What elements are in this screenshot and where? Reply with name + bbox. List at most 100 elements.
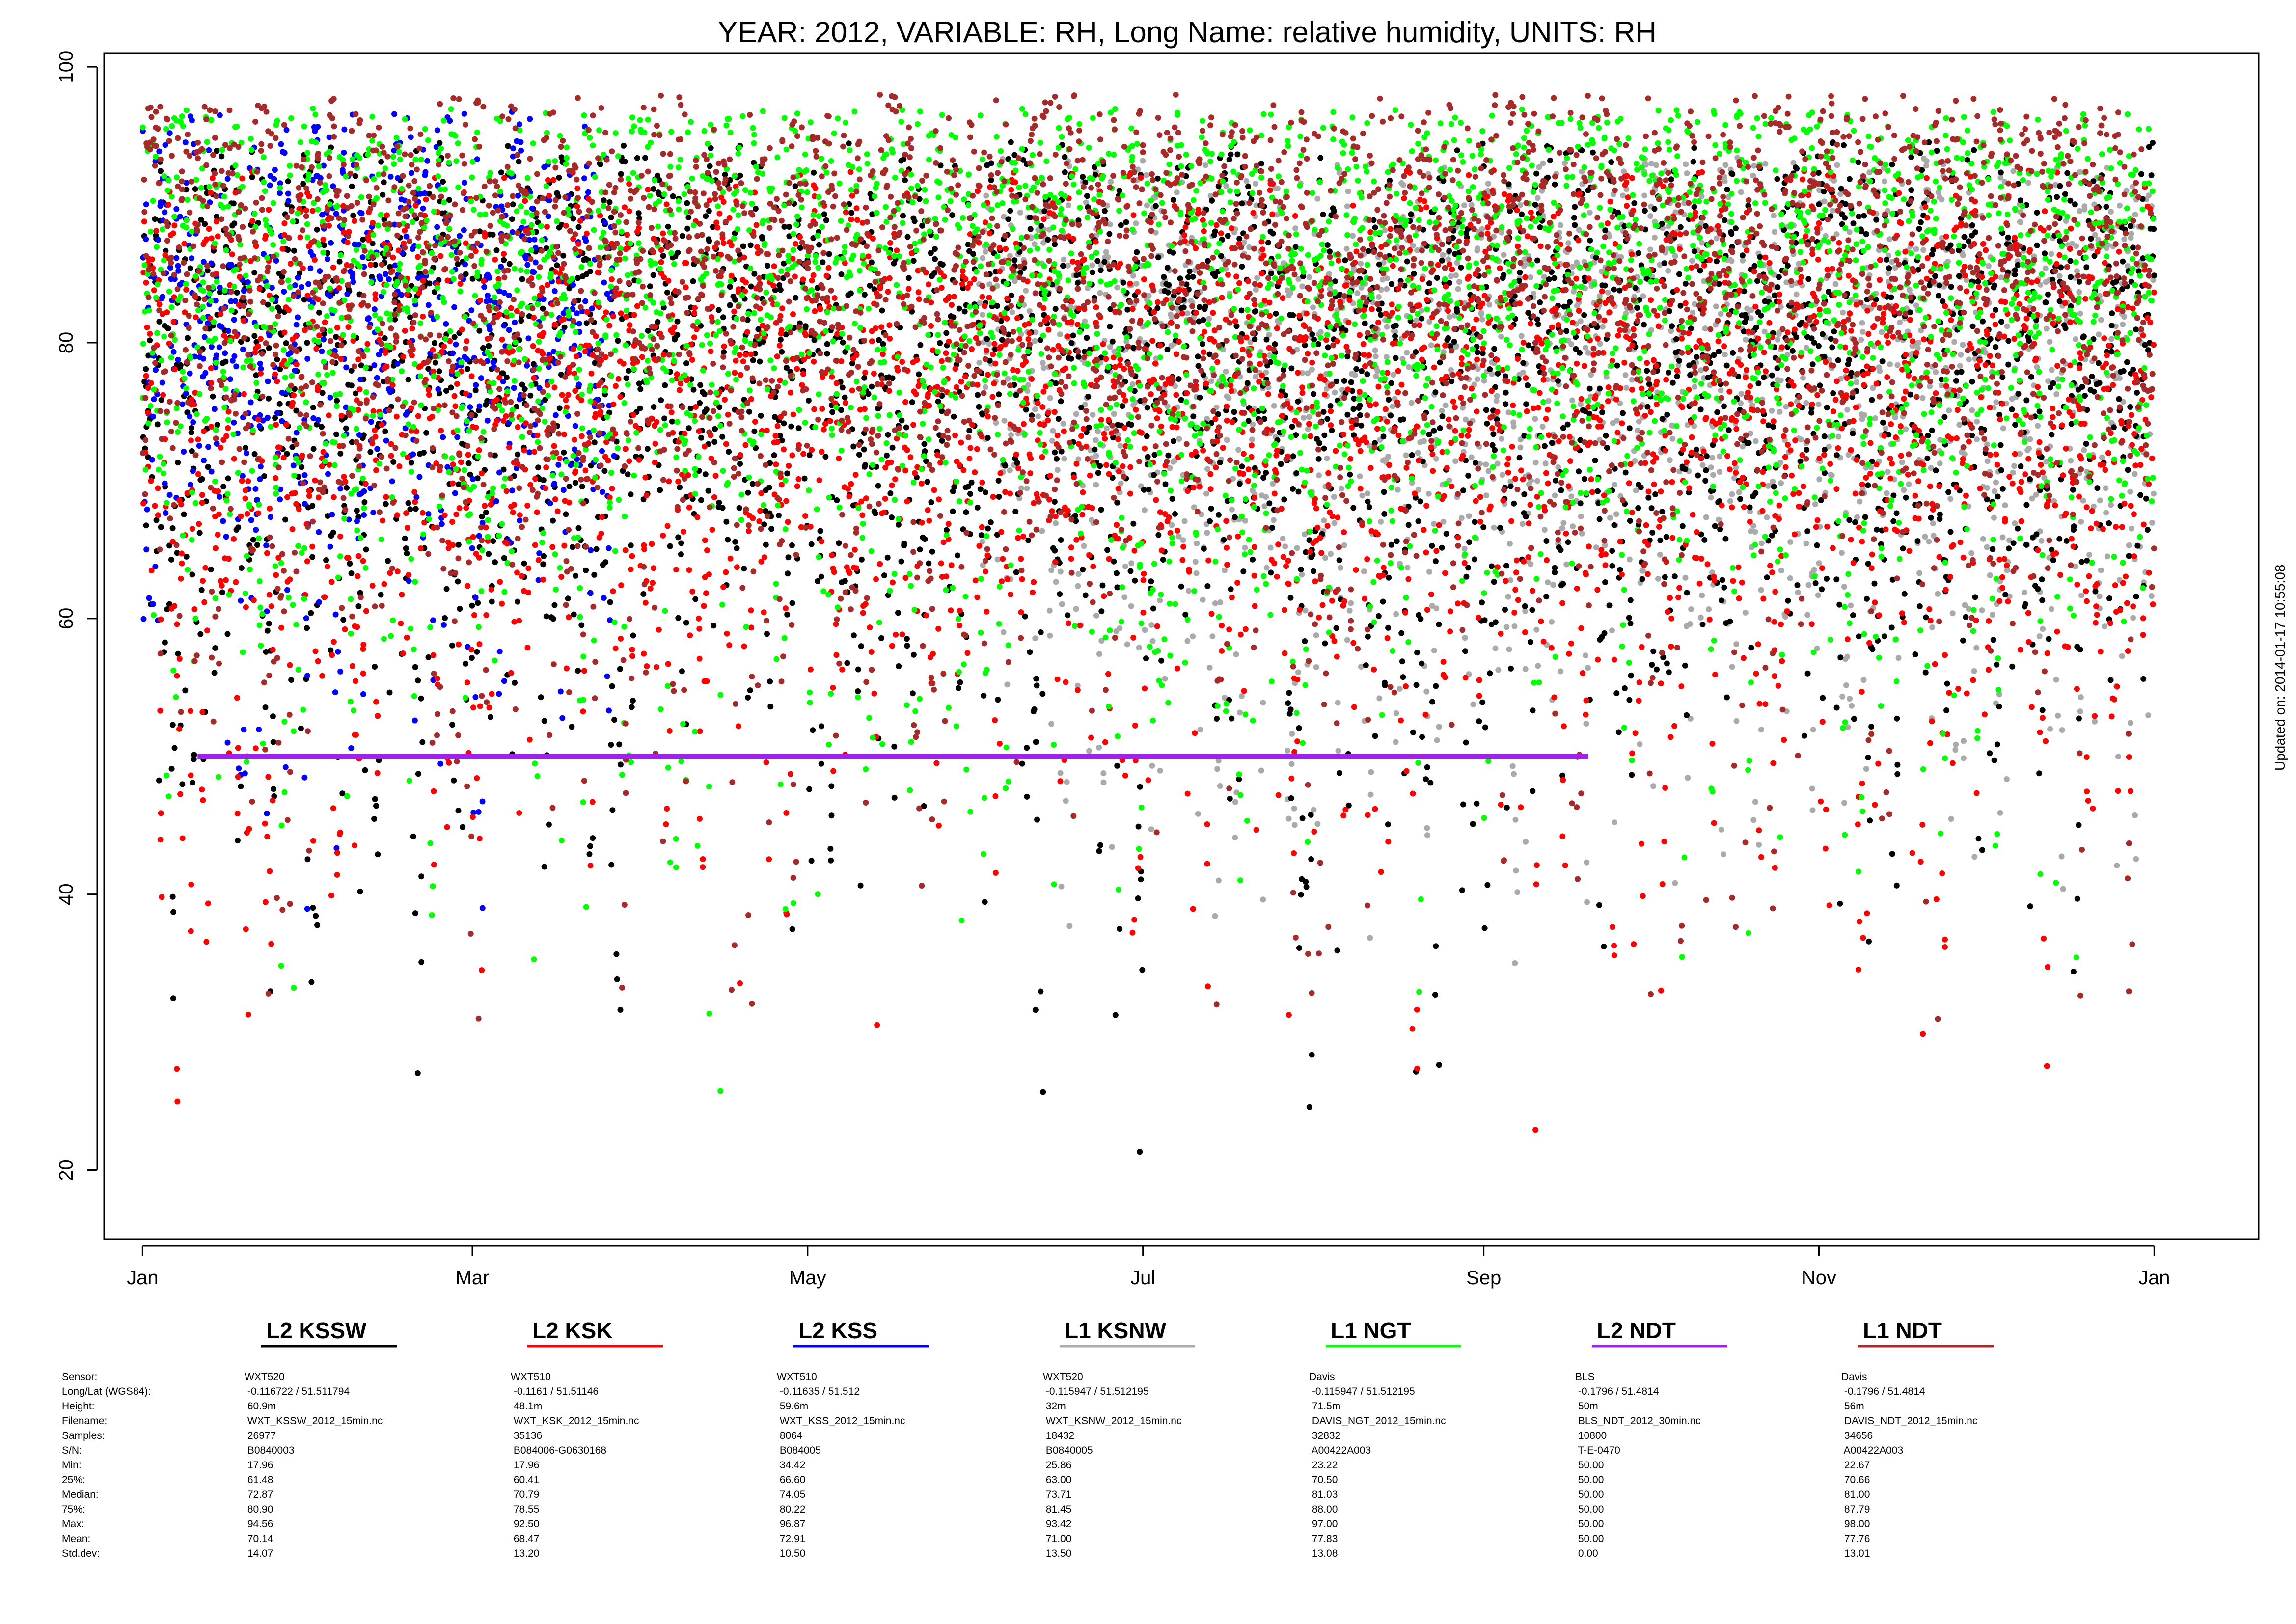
data-point — [349, 439, 355, 445]
data-point — [1535, 321, 1541, 327]
data-point — [1626, 556, 1633, 563]
data-point — [880, 341, 886, 347]
data-point — [1440, 252, 1446, 258]
data-point — [1039, 691, 1046, 697]
data-point — [2104, 245, 2110, 251]
data-point — [891, 260, 897, 267]
data-point — [2115, 754, 2121, 760]
data-point — [1762, 298, 1768, 304]
data-point — [1702, 325, 1708, 332]
data-point — [1098, 638, 1105, 644]
data-point — [1771, 229, 1777, 235]
data-point — [1607, 514, 1613, 521]
data-point — [1380, 598, 1386, 605]
data-point — [818, 760, 824, 767]
data-point — [449, 722, 456, 728]
data-point — [1969, 379, 1975, 385]
data-point — [1990, 546, 1996, 552]
data-point — [1040, 240, 1046, 246]
data-point — [1296, 945, 1302, 951]
data-point — [820, 259, 826, 266]
data-point — [904, 643, 910, 649]
data-point — [1306, 274, 1312, 280]
data-point — [1152, 203, 1159, 209]
data-point — [1555, 464, 1561, 470]
data-point — [1080, 174, 1086, 180]
data-point — [463, 660, 469, 667]
data-point — [684, 225, 691, 232]
data-point — [976, 359, 983, 366]
data-point — [276, 308, 283, 314]
data-point — [1657, 262, 1663, 268]
data-point — [265, 301, 271, 308]
data-point — [238, 783, 244, 789]
data-point — [1971, 854, 1978, 860]
data-point — [1225, 233, 1231, 239]
data-point — [1833, 452, 1840, 459]
data-point — [1008, 139, 1014, 145]
data-point — [1378, 518, 1384, 525]
data-point — [234, 838, 241, 844]
data-point — [1300, 414, 1307, 421]
data-point — [251, 333, 258, 339]
data-point — [515, 451, 521, 458]
data-point — [1443, 531, 1449, 537]
data-point — [616, 741, 623, 748]
data-point — [1560, 520, 1567, 526]
data-point — [2092, 718, 2098, 725]
data-point — [956, 305, 962, 312]
data-point — [1960, 252, 1966, 259]
data-point — [857, 882, 864, 889]
data-point — [1577, 401, 1584, 407]
data-point — [1685, 775, 1691, 781]
data-point — [757, 358, 763, 365]
data-point — [1054, 467, 1061, 473]
data-point — [966, 428, 973, 434]
data-point — [2074, 268, 2080, 274]
data-point — [705, 487, 711, 494]
data-point — [1903, 426, 1909, 433]
data-point — [1969, 222, 1975, 228]
data-point — [1385, 454, 1392, 460]
data-point — [1031, 241, 1038, 247]
data-point — [1740, 257, 1746, 264]
data-point — [828, 857, 834, 864]
data-point — [325, 513, 331, 519]
data-point — [1749, 402, 1755, 408]
data-point — [426, 280, 433, 287]
data-point — [1052, 449, 1058, 456]
data-point — [1683, 161, 1689, 167]
data-point — [2127, 720, 2133, 726]
data-point — [1733, 641, 1740, 647]
data-point — [1324, 416, 1331, 422]
data-point — [1697, 406, 1704, 413]
data-point — [1081, 543, 1087, 549]
data-point — [1979, 847, 1985, 853]
data-point — [1997, 810, 2003, 816]
data-point — [1804, 528, 1811, 535]
data-point — [711, 623, 717, 629]
data-point — [1984, 544, 1990, 550]
data-point — [824, 351, 830, 357]
data-point — [1908, 154, 1914, 160]
data-point — [1485, 180, 1491, 187]
data-point — [1427, 780, 1434, 786]
data-point — [1761, 374, 1767, 380]
data-point — [1398, 180, 1405, 186]
data-point — [304, 856, 311, 863]
data-point — [293, 407, 300, 414]
data-point — [980, 311, 986, 318]
data-point — [1348, 600, 1354, 606]
data-point — [2077, 694, 2084, 701]
data-point — [1916, 603, 1923, 609]
data-point — [1289, 731, 1295, 737]
data-point — [2002, 502, 2008, 509]
data-point — [249, 174, 255, 180]
data-point — [1840, 309, 1846, 316]
data-point — [1253, 202, 1259, 209]
data-point — [1738, 189, 1744, 195]
data-point — [1074, 682, 1081, 689]
data-point — [1299, 571, 1305, 578]
data-point — [501, 257, 507, 263]
data-point — [797, 245, 803, 251]
